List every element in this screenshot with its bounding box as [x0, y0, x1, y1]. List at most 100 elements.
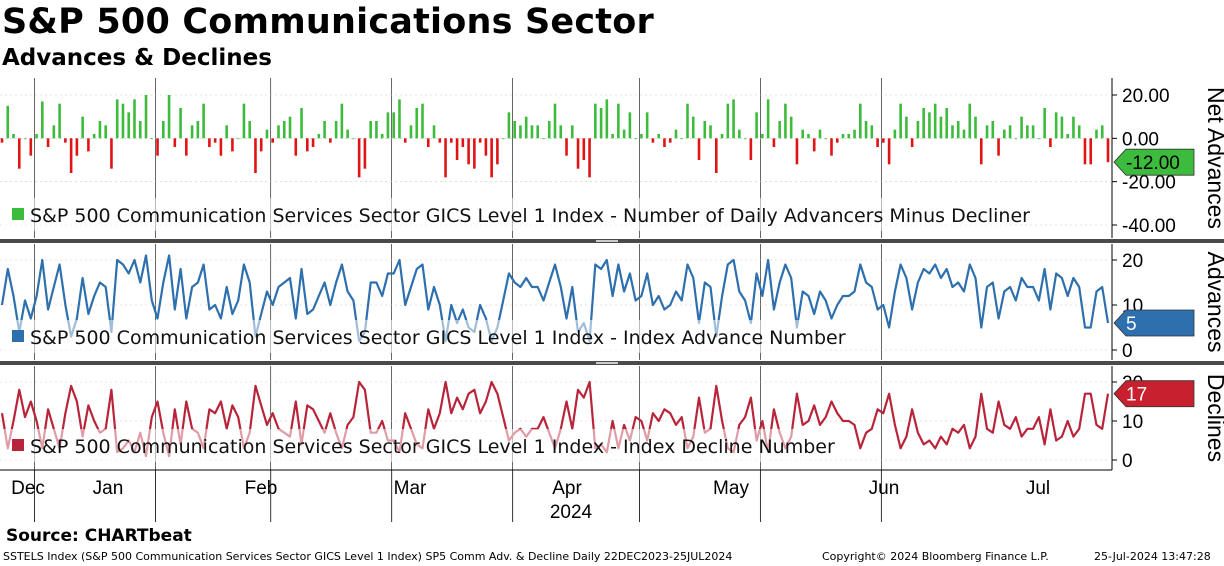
- net-bar: [306, 138, 309, 152]
- net-bar: [1014, 138, 1018, 140]
- legend-swatch: [12, 439, 24, 451]
- net-bar: [864, 121, 868, 139]
- net-bar: [259, 138, 263, 152]
- source-note: Source: CHARTbeat: [6, 526, 192, 546]
- net-bar: [697, 138, 701, 160]
- net-bar: [651, 138, 655, 143]
- net-bar: [1020, 116, 1023, 139]
- x-year-label: 2024: [550, 502, 593, 523]
- legend-box: [2, 198, 1009, 231]
- net-bar: [853, 129, 856, 139]
- net-bar: [64, 138, 67, 143]
- net-bar: [380, 134, 384, 139]
- net-bar: [6, 105, 10, 139]
- last-value-label: -12.00: [1126, 153, 1180, 174]
- net-bar: [1037, 138, 1041, 140]
- net-bar: [1043, 108, 1046, 139]
- net-bar: [807, 134, 810, 139]
- net-bar: [92, 134, 96, 139]
- net-bar: [778, 121, 781, 139]
- net-bar: [357, 138, 361, 178]
- net-bar: [524, 116, 528, 139]
- net-bar: [640, 134, 643, 139]
- footer-description: SSTELS Index (S&P 500 Communication Serv…: [3, 550, 733, 563]
- y-tick-label: 20: [1122, 251, 1143, 272]
- net-bar: [576, 138, 580, 169]
- legend-box: [2, 429, 820, 462]
- net-bar: [1049, 138, 1052, 147]
- net-bar: [784, 103, 787, 139]
- net-bar: [691, 116, 695, 139]
- net-bar: [432, 125, 436, 139]
- net-bar: [951, 125, 954, 139]
- net-bar: [231, 138, 234, 152]
- net-bar: [501, 138, 505, 140]
- net-bar: [115, 99, 119, 139]
- net-bar: [225, 125, 228, 139]
- net-bar: [138, 121, 142, 139]
- net-bar: [236, 138, 240, 140]
- net-bar: [928, 112, 931, 139]
- net-bar: [991, 121, 995, 139]
- last-value-marker: [1113, 380, 1195, 408]
- x-tick-label: Apr: [552, 478, 582, 499]
- net-bar: [421, 103, 424, 139]
- chart-title: S&P 500 Communications Sector: [2, 2, 654, 42]
- net-bar: [997, 138, 1000, 156]
- x-tick-label: Jan: [93, 478, 124, 499]
- net-bar: [657, 134, 660, 139]
- panel-grip: [596, 362, 618, 364]
- net-bar: [663, 138, 666, 147]
- net-bar: [161, 121, 165, 139]
- net-bar: [542, 138, 545, 140]
- net-bar: [634, 138, 637, 140]
- net-bar: [565, 138, 568, 156]
- net-bar: [605, 99, 609, 139]
- net-bar: [311, 138, 315, 147]
- net-bar: [69, 138, 73, 173]
- net-bar: [173, 138, 177, 147]
- net-bar: [611, 134, 614, 139]
- net-bar: [1008, 125, 1012, 139]
- net-bar: [167, 95, 171, 139]
- net-bar: [29, 138, 33, 156]
- net-bar: [617, 103, 620, 139]
- net-bar: [570, 125, 574, 139]
- net-bar: [859, 103, 862, 139]
- net-bar: [1026, 125, 1029, 139]
- net-bar: [467, 138, 470, 165]
- net-bar: [674, 129, 678, 139]
- net-bar: [121, 103, 125, 139]
- legend-label: S&P 500 Communication Services Sector GI…: [30, 327, 846, 349]
- net-bar: [553, 103, 557, 139]
- net-bar: [945, 108, 949, 139]
- net-bar: [513, 121, 516, 139]
- last-value-label: 5: [1126, 314, 1137, 335]
- net-bar: [496, 138, 499, 165]
- net-bar: [1060, 116, 1064, 139]
- net-bar: [547, 121, 551, 139]
- net-bar: [450, 138, 453, 143]
- net-bar: [35, 134, 38, 139]
- net-bar: [288, 116, 292, 139]
- net-bar: [144, 95, 148, 139]
- net-bar: [282, 121, 286, 139]
- last-value-label: 17: [1126, 385, 1147, 406]
- net-bar: [709, 125, 712, 139]
- net-bar: [536, 125, 540, 139]
- net-bar: [645, 112, 649, 139]
- net-bar: [375, 121, 378, 139]
- net-bar: [150, 138, 154, 140]
- net-bar: [876, 138, 879, 147]
- net-bar: [507, 112, 511, 139]
- x-tick-label: Jun: [869, 478, 900, 499]
- net-bar: [1089, 138, 1093, 165]
- net-bar: [190, 125, 194, 139]
- x-tick-label: Feb: [245, 478, 278, 499]
- footer-copyright: Copyright© 2024 Bloomberg Finance L.P.: [822, 550, 1049, 563]
- net-bar: [801, 129, 804, 139]
- net-bar: [317, 134, 321, 139]
- net-bar: [340, 103, 344, 139]
- axis-title: Advances: [1203, 251, 1224, 352]
- net-bar: [893, 129, 897, 139]
